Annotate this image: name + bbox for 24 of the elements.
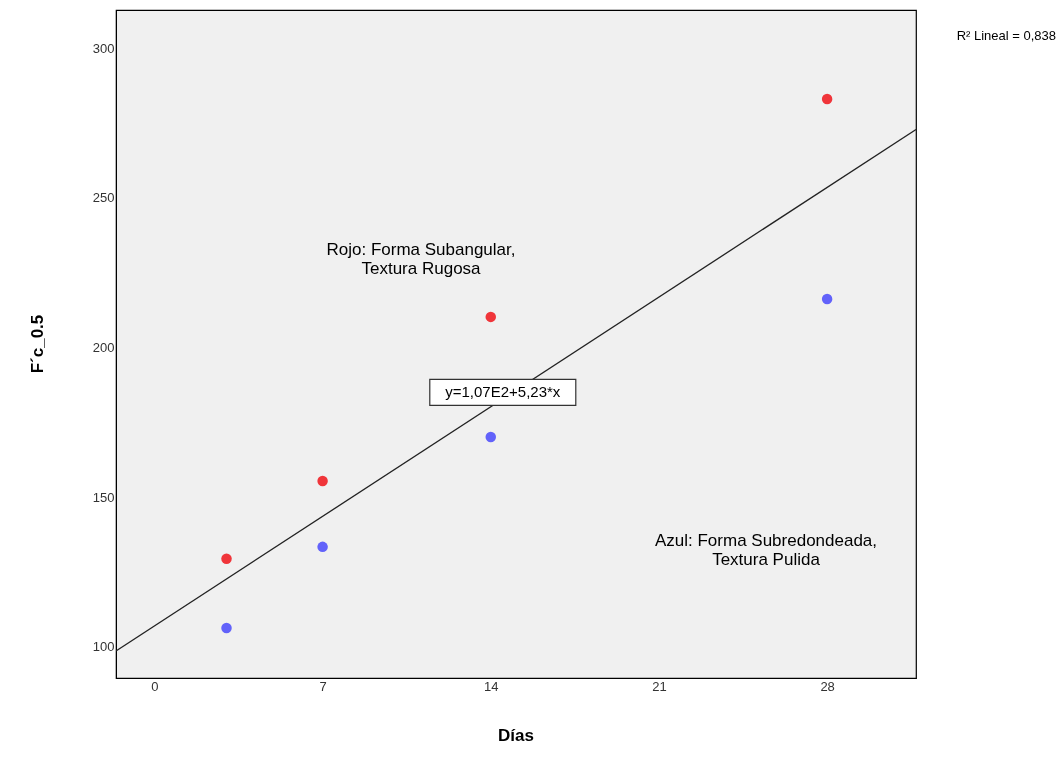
text: R² Lineal = 0,838 bbox=[956, 28, 1056, 43]
annotation: y=1,07E2+5,23*x bbox=[445, 383, 561, 401]
x-tick-label: 28 bbox=[820, 678, 835, 694]
annotation: Rojo: Forma Subangular, Textura Rugosa bbox=[326, 240, 516, 278]
y-tick-label: 250 bbox=[92, 190, 115, 206]
point bbox=[485, 431, 497, 443]
x-axis-title: Días bbox=[498, 726, 534, 745]
annotation: Azul: Forma Subredondeada, Textura Pulida bbox=[654, 531, 878, 569]
y-tick-label: 300 bbox=[92, 40, 115, 56]
y-tick-label: 150 bbox=[92, 489, 115, 505]
y-axis-title: F´c_0.5 bbox=[28, 314, 47, 374]
x-tick-label: 21 bbox=[652, 678, 667, 694]
x-tick-label: 14 bbox=[484, 678, 499, 694]
x-tick-label: 7 bbox=[319, 678, 327, 694]
point bbox=[221, 553, 232, 565]
x-tick-label: 0 bbox=[151, 678, 159, 694]
point bbox=[317, 475, 328, 487]
point bbox=[485, 311, 497, 323]
point bbox=[221, 622, 232, 634]
point bbox=[821, 293, 833, 305]
point bbox=[821, 93, 833, 105]
y-tick-label: 200 bbox=[92, 339, 115, 355]
point bbox=[317, 541, 328, 553]
y-tick-label: 100 bbox=[92, 639, 115, 655]
